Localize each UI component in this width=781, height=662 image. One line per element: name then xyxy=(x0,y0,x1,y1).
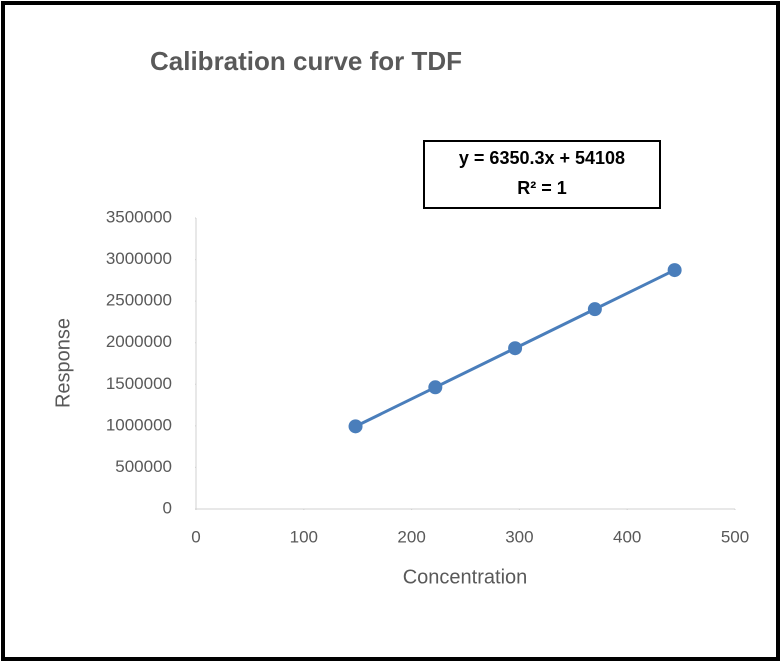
x-tick-label: 200 xyxy=(397,527,425,546)
x-tick-label: 400 xyxy=(613,527,641,546)
point xyxy=(428,380,443,395)
point xyxy=(587,302,602,317)
chart-title: Calibration curve for TDF xyxy=(150,46,462,76)
x-tick-label: 0 xyxy=(191,527,200,546)
x-tick-label: 300 xyxy=(505,527,533,546)
point xyxy=(667,263,682,278)
r-squared: R² = 1 xyxy=(517,178,567,198)
x-axis-label: Concentration xyxy=(403,566,528,588)
y-tick-label: 3500000 xyxy=(106,207,172,226)
y-tick-label: 3000000 xyxy=(106,249,172,268)
y-tick-label: 2500000 xyxy=(106,291,172,310)
y-tick-label: 0 xyxy=(163,498,172,517)
x-tick-label: 500 xyxy=(721,527,749,546)
annotation-box xyxy=(423,140,661,209)
y-tick-label: 1500000 xyxy=(106,374,172,393)
y-tick-label: 1000000 xyxy=(106,415,172,434)
y-tick-label: 2000000 xyxy=(106,332,172,351)
point xyxy=(508,341,523,356)
equation: y = 6350.3x + 54108 xyxy=(459,148,625,168)
x-tick-label: 100 xyxy=(290,527,318,546)
point xyxy=(348,419,363,434)
y-tick-label: 500000 xyxy=(115,457,172,476)
y-axis-label: Response xyxy=(52,318,74,408)
